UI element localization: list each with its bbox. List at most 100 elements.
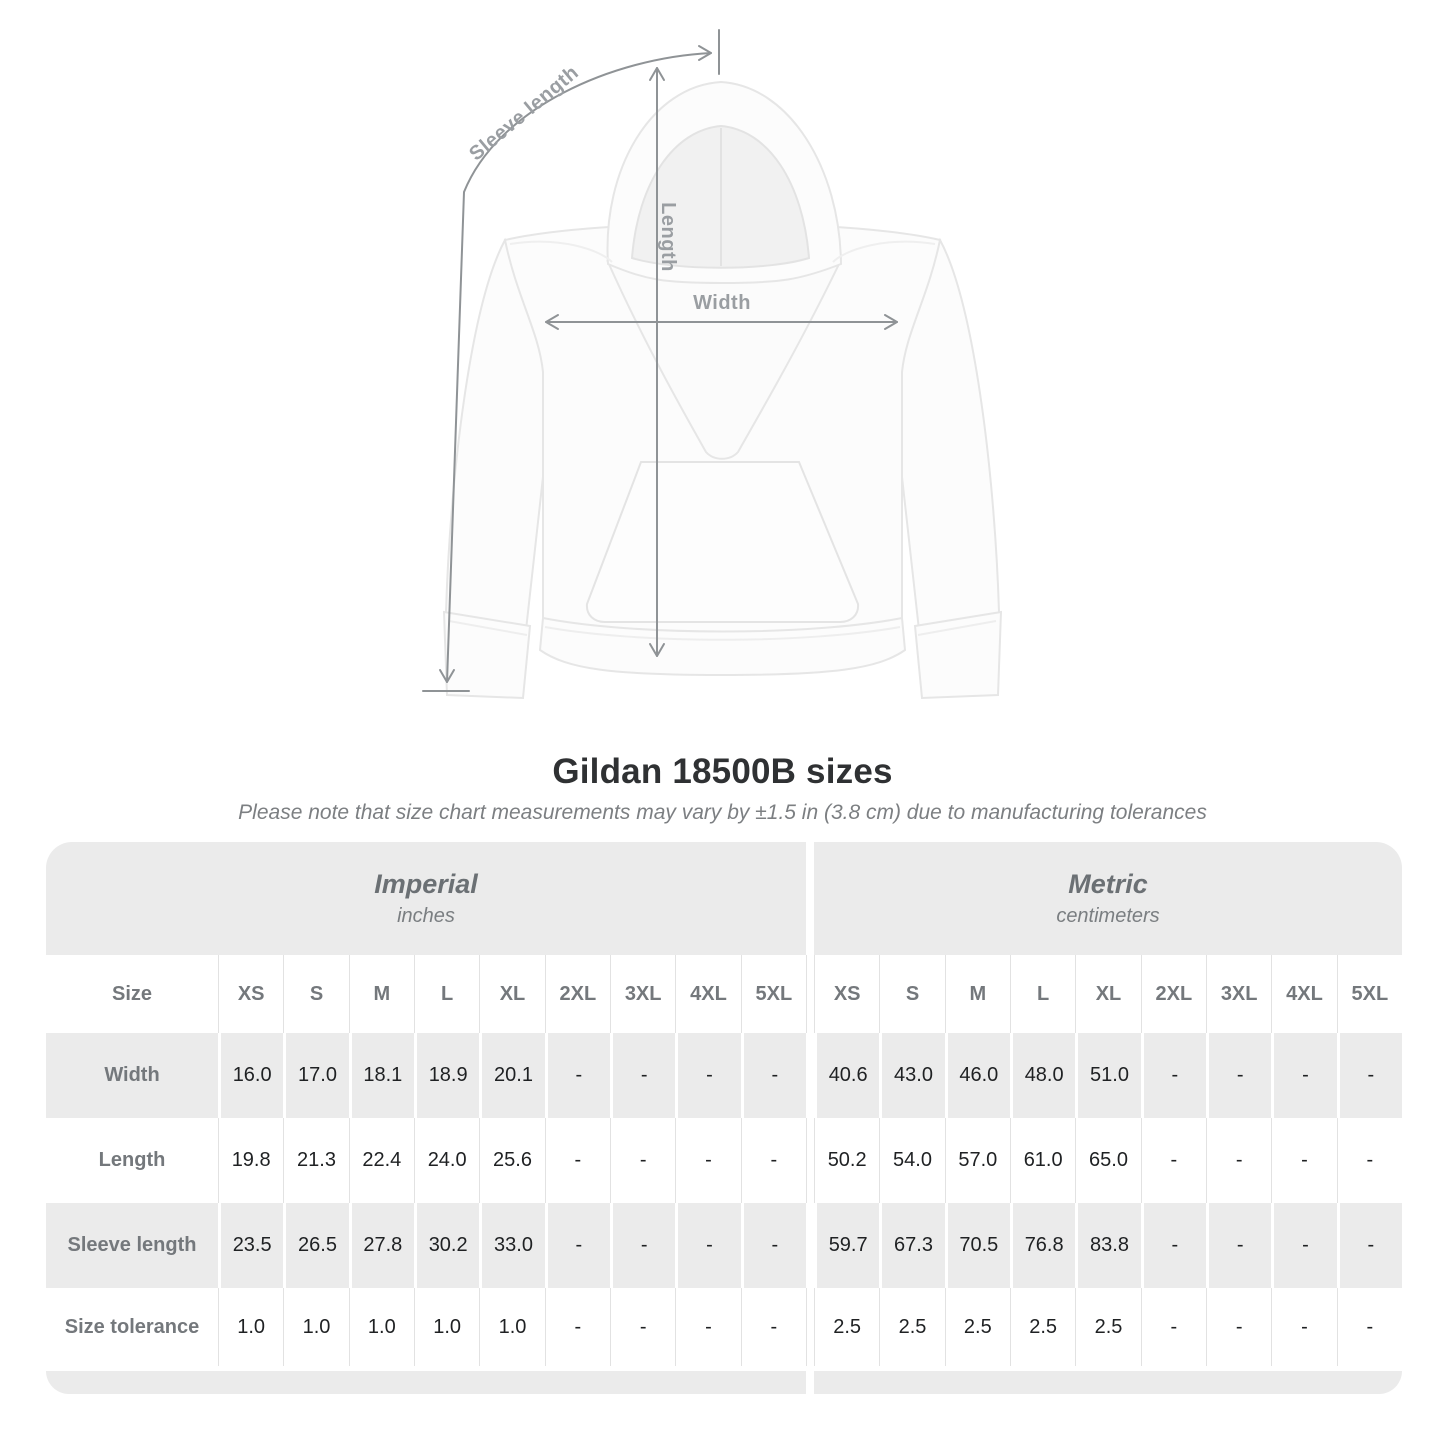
value-cell: 26.5: [283, 1203, 349, 1288]
value-cell: 61.0: [1010, 1118, 1075, 1203]
value-cell: -: [1206, 1033, 1272, 1118]
value-cell: 20.1: [479, 1033, 545, 1118]
imperial-section-unit: inches: [397, 905, 455, 927]
value-cell: 1.0: [283, 1288, 348, 1366]
row-label: Width: [46, 1033, 218, 1118]
value-cell: -: [544, 1118, 610, 1203]
value-cell: 2.5: [944, 1288, 1010, 1366]
value-cell: 27.8: [348, 1203, 414, 1288]
value-cell: -: [1206, 1288, 1271, 1366]
value-cell: 1.0: [218, 1288, 283, 1366]
value-cell: -: [740, 1288, 806, 1366]
size-column-header: XL: [1075, 955, 1140, 1033]
tolerance-note: Please note that size chart measurements…: [238, 801, 1207, 824]
value-cell: -: [610, 1033, 676, 1118]
value-cell: 57.0: [944, 1118, 1010, 1203]
value-cell: -: [675, 1203, 741, 1288]
value-cell: 23.5: [218, 1203, 284, 1288]
size-column-header: XS: [814, 955, 879, 1033]
value-cell: -: [740, 1203, 806, 1288]
section-divider: [806, 1033, 814, 1118]
value-cell: 70.5: [944, 1203, 1010, 1288]
size-column-header: S: [283, 955, 348, 1033]
value-cell: 67.3: [879, 1203, 945, 1288]
size-column-header: 5XL: [740, 955, 806, 1033]
value-cell: 22.4: [348, 1118, 414, 1203]
value-cell: -: [610, 1203, 676, 1288]
value-cell: -: [1271, 1033, 1337, 1118]
sleeve-length-arrow: [422, 29, 720, 692]
hoodie-right-cuff: [913, 610, 1003, 700]
value-cell: 2.5: [879, 1288, 944, 1366]
value-cell: -: [1336, 1288, 1402, 1366]
hoodie-illustration: [442, 80, 1003, 700]
value-cell: -: [1140, 1203, 1206, 1288]
value-cell: -: [544, 1033, 610, 1118]
size-column-header: S: [879, 955, 944, 1033]
value-cell: 43.0: [879, 1033, 945, 1118]
value-cell: 18.9: [414, 1033, 480, 1118]
value-cell: 25.6: [479, 1118, 544, 1203]
value-cell: -: [1140, 1118, 1206, 1203]
size-table: Imperial inches Metric centimeters Size …: [46, 842, 1402, 1394]
row-label: Sleeve length: [46, 1203, 218, 1288]
value-cell: -: [675, 1288, 740, 1366]
value-cell: 59.7: [814, 1203, 880, 1288]
size-column-header: 5XL: [1336, 955, 1402, 1033]
size-column-header: L: [414, 955, 479, 1033]
size-column-header: XS: [218, 955, 283, 1033]
hoodie-waistband: [538, 616, 907, 677]
value-cell: 83.8: [1075, 1203, 1141, 1288]
row-label: Length: [98, 1149, 166, 1171]
width-arrow: [545, 314, 898, 330]
value-cell: 51.0: [1075, 1033, 1141, 1118]
section-divider: [806, 1288, 814, 1366]
sleeve-length-label: Sleeve length: [465, 61, 583, 165]
hoodie-measurement-diagram: Width Length Sleeve length: [422, 29, 1003, 700]
value-cell: -: [1271, 1288, 1336, 1366]
value-cell: 1.0: [348, 1288, 414, 1366]
value-cell: -: [1336, 1203, 1402, 1288]
value-cell: -: [610, 1118, 675, 1203]
value-cell: -: [675, 1118, 740, 1203]
size-corner-label: Size: [111, 982, 153, 1005]
section-divider: [806, 955, 814, 1033]
value-cell: -: [1271, 1203, 1337, 1288]
value-cell: 16.0: [218, 1033, 284, 1118]
size-column-header: M: [944, 955, 1010, 1033]
value-cell: -: [740, 1118, 806, 1203]
value-cell: -: [1271, 1118, 1336, 1203]
value-cell: 46.0: [944, 1033, 1010, 1118]
value-cell: 2.5: [1075, 1288, 1140, 1366]
page-title: Gildan 18500B sizes: [552, 752, 893, 791]
size-column-header: L: [1010, 955, 1075, 1033]
value-cell: 1.0: [414, 1288, 479, 1366]
section-divider: [806, 1203, 814, 1288]
table-footer-left: [46, 1371, 806, 1394]
value-cell: -: [544, 1203, 610, 1288]
value-cell: 24.0: [414, 1118, 479, 1203]
size-column-header: M: [348, 955, 414, 1033]
section-divider: [806, 1371, 814, 1394]
value-cell: -: [1140, 1288, 1206, 1366]
value-cell: 54.0: [879, 1118, 944, 1203]
chart-header: Gildan 18500B sizes Please note that siz…: [0, 752, 1445, 825]
value-cell: 40.6: [814, 1033, 880, 1118]
value-cell: 30.2: [414, 1203, 480, 1288]
length-arrow: [649, 67, 665, 657]
value-cell: 2.5: [814, 1288, 879, 1366]
value-cell: 17.0: [283, 1033, 349, 1118]
size-table-grid: Imperial inches Metric centimeters Size …: [46, 842, 1402, 1394]
metric-section-title: Metric: [1068, 869, 1148, 899]
value-cell: -: [1336, 1118, 1402, 1203]
imperial-section-header: Imperial inches: [46, 842, 806, 955]
hoodie-left-cuff: [442, 610, 532, 700]
width-label: Width: [693, 292, 751, 314]
value-cell: 76.8: [1010, 1203, 1076, 1288]
value-cell: -: [1206, 1203, 1272, 1288]
size-column-header: 2XL: [1140, 955, 1206, 1033]
size-column-header: XL: [479, 955, 544, 1033]
size-column-header: 4XL: [1271, 955, 1336, 1033]
value-cell: 19.8: [218, 1118, 283, 1203]
